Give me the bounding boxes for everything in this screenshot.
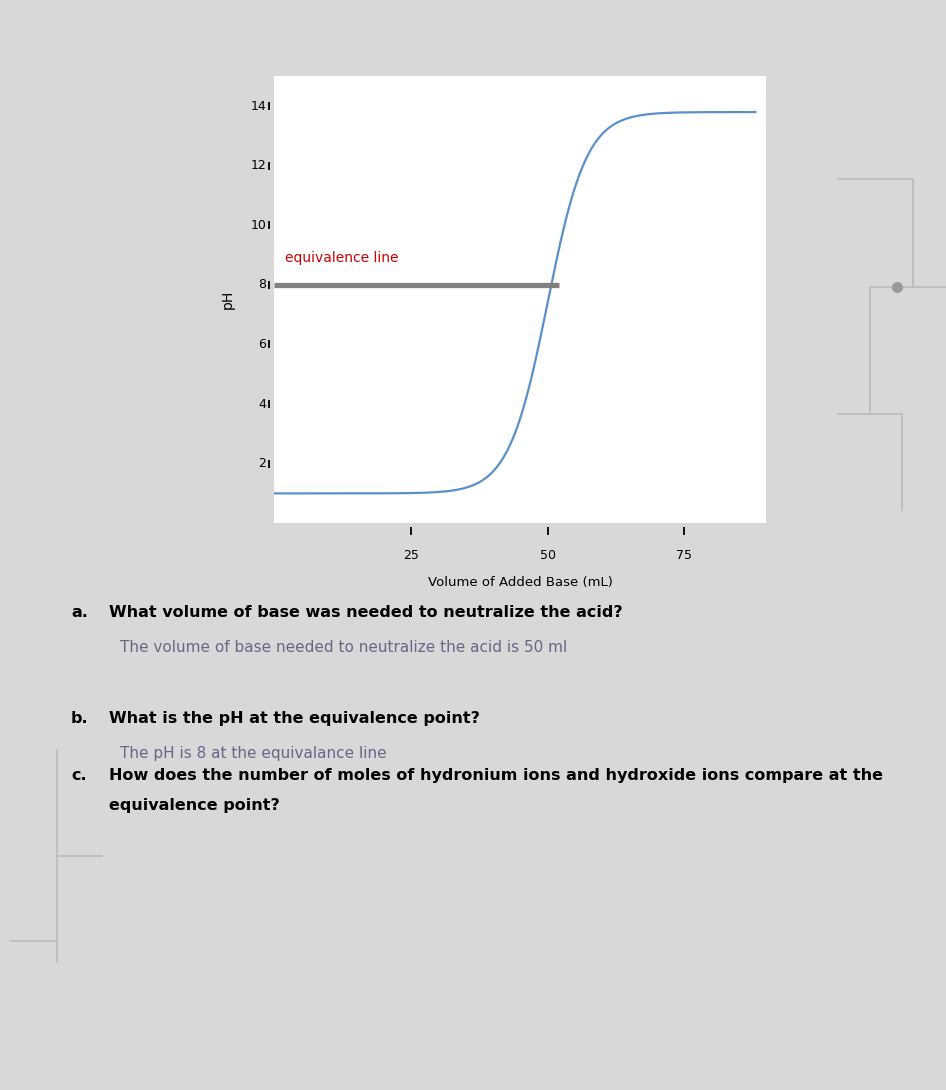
Text: 14: 14: [251, 99, 266, 112]
Text: 10: 10: [251, 219, 266, 232]
Text: 50: 50: [539, 548, 555, 561]
Text: 75: 75: [676, 548, 692, 561]
Text: a.: a.: [71, 605, 88, 620]
Text: b.: b.: [71, 711, 89, 726]
Text: 6: 6: [258, 338, 266, 351]
Text: 12: 12: [251, 159, 266, 172]
Text: 2: 2: [258, 457, 266, 470]
Text: How does the number of moles of hydronium ions and hydroxide ions compare at the: How does the number of moles of hydroniu…: [109, 768, 883, 784]
Text: c.: c.: [71, 768, 87, 784]
Text: 4: 4: [258, 398, 266, 411]
Text: What is the pH at the equivalence point?: What is the pH at the equivalence point?: [109, 711, 480, 726]
Text: equivalence point?: equivalence point?: [109, 798, 279, 813]
Text: What volume of base was needed to neutralize the acid?: What volume of base was needed to neutra…: [109, 605, 622, 620]
Text: The volume of base needed to neutralize the acid is 50 ml: The volume of base needed to neutralize …: [120, 640, 567, 655]
Text: pH: pH: [220, 290, 235, 310]
Text: 8: 8: [258, 278, 266, 291]
Text: Volume of Added Base (mL): Volume of Added Base (mL): [428, 576, 613, 589]
Text: The pH is 8 at the equivalance line: The pH is 8 at the equivalance line: [120, 746, 386, 761]
Text: equivalence line: equivalence line: [286, 252, 399, 266]
Text: 25: 25: [403, 548, 419, 561]
